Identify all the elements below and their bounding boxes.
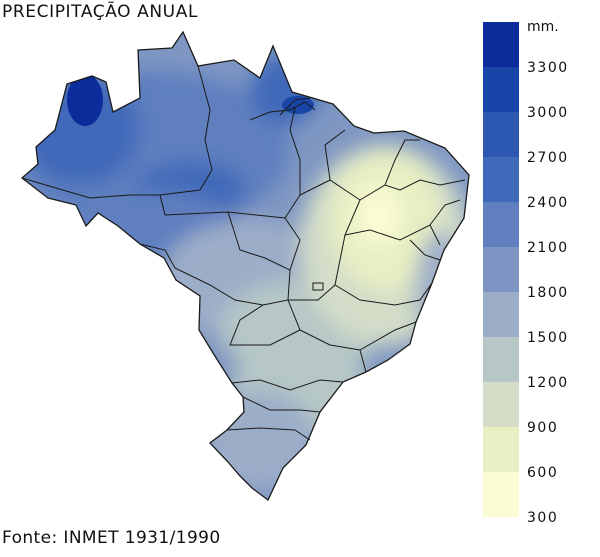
zone-coast-east (415, 230, 465, 350)
source-note: Fonte: INMET 1931/1990 (2, 528, 221, 548)
legend-swatch (483, 247, 519, 292)
legend-swatch (483, 337, 519, 382)
brazil-precipitation-map (21, 31, 470, 501)
legend-tick-label: 2700 (527, 150, 569, 166)
zone-amapa (250, 55, 320, 125)
legend-tick-label: 900 (527, 420, 559, 436)
federal-district (312, 282, 324, 291)
map-title: PRECIPITAÇÃO ANUAL (2, 2, 199, 22)
legend-swatch (483, 67, 519, 112)
zone-darkest-west (67, 74, 103, 126)
legend-tick-label: 1800 (527, 285, 569, 301)
legend-tick-label: 1500 (527, 330, 569, 346)
legend-tick-label: 1200 (527, 375, 569, 391)
legend-tick-label: 3000 (527, 105, 569, 121)
legend-swatch (483, 157, 519, 202)
legend-tick-label: 2400 (527, 195, 569, 211)
legend-swatch (483, 292, 519, 337)
legend-swatch (483, 382, 519, 427)
legend-swatch (483, 202, 519, 247)
legend-swatch (483, 427, 519, 472)
legend-tick-label: 2100 (527, 240, 569, 256)
state-borders (21, 65, 466, 441)
legend-swatch (483, 472, 519, 517)
precipitation-field (22, 32, 469, 500)
legend-tick-label: 3300 (527, 60, 569, 76)
legend-tick-label: 300 (527, 510, 559, 526)
legend-swatch (483, 22, 519, 67)
amazon-river-delta (249, 97, 316, 121)
legend-tick-label: 600 (527, 465, 559, 481)
legend-color-scale (483, 22, 519, 517)
legend-unit-label: mm. (527, 19, 559, 35)
legend-swatch (483, 112, 519, 157)
zone-sertao-core (356, 185, 400, 245)
